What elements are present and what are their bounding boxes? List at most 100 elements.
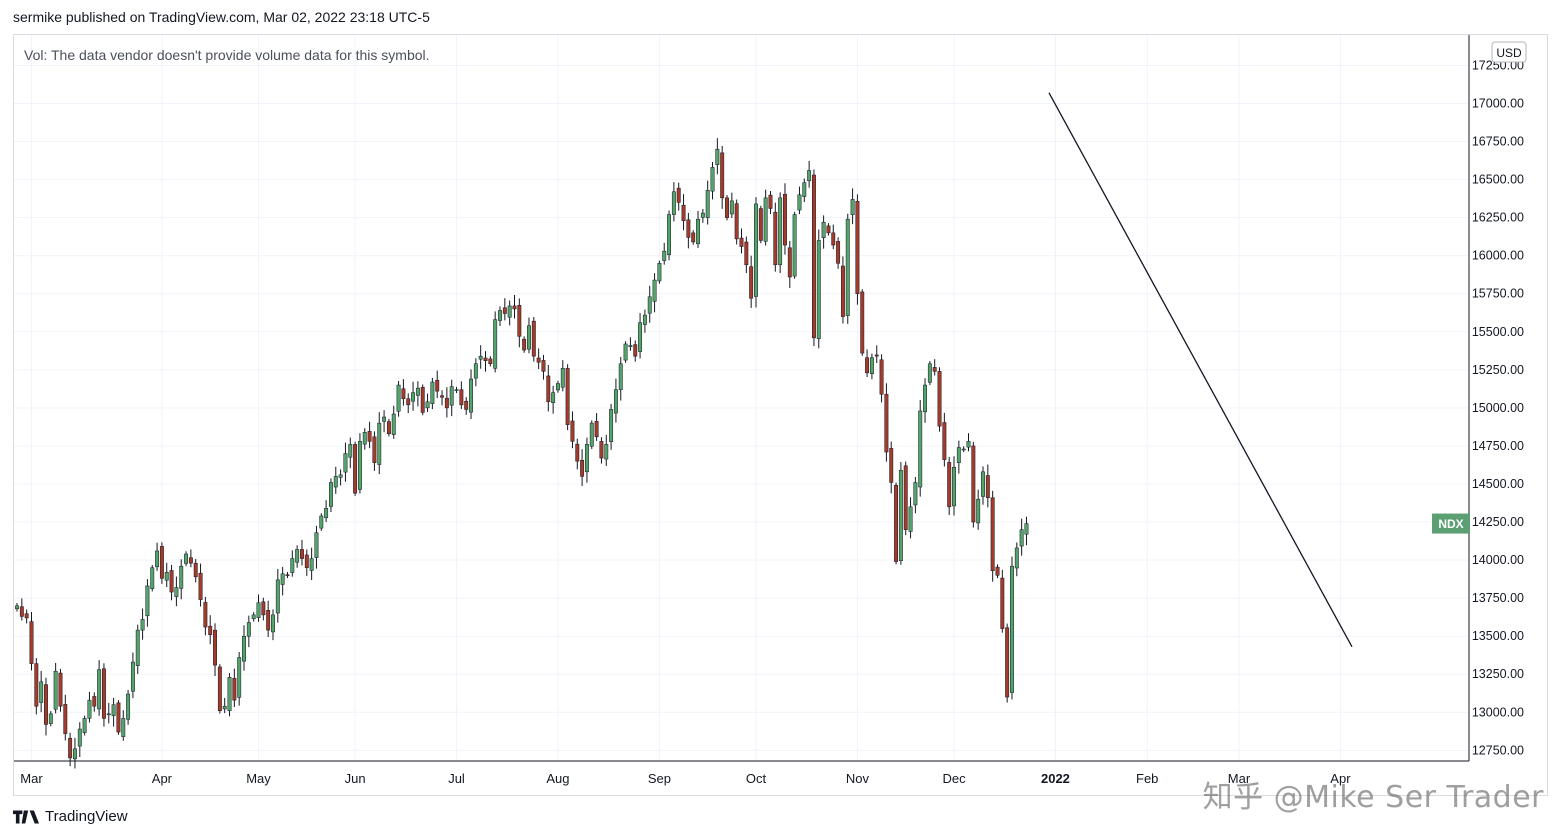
candle-body[interactable]: [343, 453, 348, 473]
candle-body[interactable]: [613, 389, 618, 414]
candle-body[interactable]: [256, 602, 261, 618]
candle-body[interactable]: [749, 266, 754, 299]
candle-body[interactable]: [169, 570, 174, 593]
candle-body[interactable]: [657, 263, 662, 282]
candle-body[interactable]: [744, 241, 749, 266]
candle-body[interactable]: [1019, 529, 1024, 547]
candle-body[interactable]: [517, 305, 522, 337]
candle-body[interactable]: [232, 677, 237, 701]
candle-body[interactable]: [691, 232, 696, 243]
candle-body[interactable]: [758, 208, 763, 241]
candle-body[interactable]: [879, 359, 884, 395]
candle-body[interactable]: [662, 250, 667, 261]
candle-body[interactable]: [894, 484, 899, 562]
candle-body[interactable]: [580, 460, 585, 477]
candle-body[interactable]: [565, 368, 570, 425]
candle-body[interactable]: [222, 705, 227, 710]
candle-body[interactable]: [106, 713, 111, 716]
candle-body[interactable]: [850, 199, 855, 215]
candle-body[interactable]: [155, 550, 160, 568]
candle-body[interactable]: [498, 310, 502, 321]
candle-body[interactable]: [531, 320, 536, 357]
candle-body[interactable]: [768, 194, 773, 209]
candle-body[interactable]: [425, 401, 430, 409]
candle-body[interactable]: [440, 395, 444, 398]
candle-body[interactable]: [802, 182, 807, 197]
candle-body[interactable]: [464, 400, 469, 410]
candle-body[interactable]: [367, 431, 372, 442]
candle-body[interactable]: [159, 546, 164, 579]
candle-body[interactable]: [145, 585, 150, 617]
candle-body[interactable]: [203, 602, 208, 628]
candle-body[interactable]: [913, 482, 918, 506]
candle-body[interactable]: [686, 219, 691, 238]
candle-body[interactable]: [420, 386, 425, 413]
candle-body[interactable]: [87, 699, 92, 719]
candle-body[interactable]: [715, 148, 720, 165]
candle-body[interactable]: [1005, 627, 1010, 698]
candle-body[interactable]: [92, 696, 97, 707]
candle-body[interactable]: [990, 497, 995, 571]
candle-body[interactable]: [121, 718, 126, 737]
candle-body[interactable]: [319, 515, 324, 529]
candle-body[interactable]: [826, 225, 831, 234]
candle-body[interactable]: [594, 421, 599, 438]
candle-body[interactable]: [135, 629, 140, 666]
candle-body[interactable]: [604, 444, 609, 460]
candle-body[interactable]: [217, 666, 222, 712]
candle-body[interactable]: [773, 211, 778, 266]
candle-body[interactable]: [290, 558, 295, 573]
candle-body[interactable]: [449, 386, 454, 406]
candle-body[interactable]: [208, 625, 213, 635]
candle-body[interactable]: [681, 204, 686, 221]
candle-body[interactable]: [981, 471, 985, 497]
candle-body[interactable]: [696, 218, 700, 245]
candle-body[interactable]: [362, 431, 367, 445]
candle-body[interactable]: [329, 482, 333, 507]
candle-body[interactable]: [406, 398, 411, 406]
candle-body[interactable]: [353, 444, 358, 494]
candle-body[interactable]: [459, 389, 464, 406]
candle-body[interactable]: [396, 384, 401, 412]
candle-body[interactable]: [952, 467, 956, 507]
candle-body[interactable]: [48, 713, 53, 724]
candle-body[interactable]: [68, 737, 73, 759]
candle-body[interactable]: [985, 475, 990, 498]
candle-body[interactable]: [903, 465, 908, 530]
candle-body[interactable]: [29, 621, 34, 664]
candle-body[interactable]: [488, 358, 493, 365]
candle-body[interactable]: [97, 669, 102, 710]
candle-body[interactable]: [246, 622, 251, 637]
candle-body[interactable]: [295, 549, 300, 563]
candle-body[interactable]: [193, 562, 198, 578]
candle-body[interactable]: [589, 422, 594, 447]
candle-body[interactable]: [628, 345, 633, 347]
candlestick-chart[interactable]: 12750.00 13000.00 13250.00 13500.00 13750.00…: [14, 35, 1549, 797]
candle-body[interactable]: [324, 508, 329, 519]
candle-body[interactable]: [942, 422, 947, 460]
candle-body[interactable]: [333, 476, 338, 488]
candle-body[interactable]: [266, 610, 271, 631]
candle-body[interactable]: [386, 421, 391, 435]
candle-body[interactable]: [633, 344, 638, 357]
candle-body[interactable]: [575, 443, 580, 462]
candle-body[interactable]: [884, 393, 889, 453]
candle-body[interactable]: [923, 384, 927, 413]
candle-body[interactable]: [725, 197, 729, 218]
candle-body[interactable]: [652, 279, 657, 302]
candle-body[interactable]: [642, 314, 647, 325]
candle-body[interactable]: [845, 218, 850, 316]
candle-body[interactable]: [783, 193, 787, 246]
currency-box[interactable]: [1491, 41, 1527, 63]
candle-body[interactable]: [754, 203, 758, 297]
candle-body[interactable]: [836, 241, 841, 264]
candle-body[interactable]: [309, 558, 314, 571]
candle-body[interactable]: [874, 354, 879, 357]
candle-body[interactable]: [377, 422, 382, 465]
trendline[interactable]: [1048, 92, 1353, 648]
candle-body[interactable]: [647, 296, 652, 314]
candle-body[interactable]: [251, 614, 256, 620]
candle-body[interactable]: [1000, 577, 1005, 629]
candle-body[interactable]: [111, 704, 116, 716]
candle-body[interactable]: [966, 441, 971, 448]
